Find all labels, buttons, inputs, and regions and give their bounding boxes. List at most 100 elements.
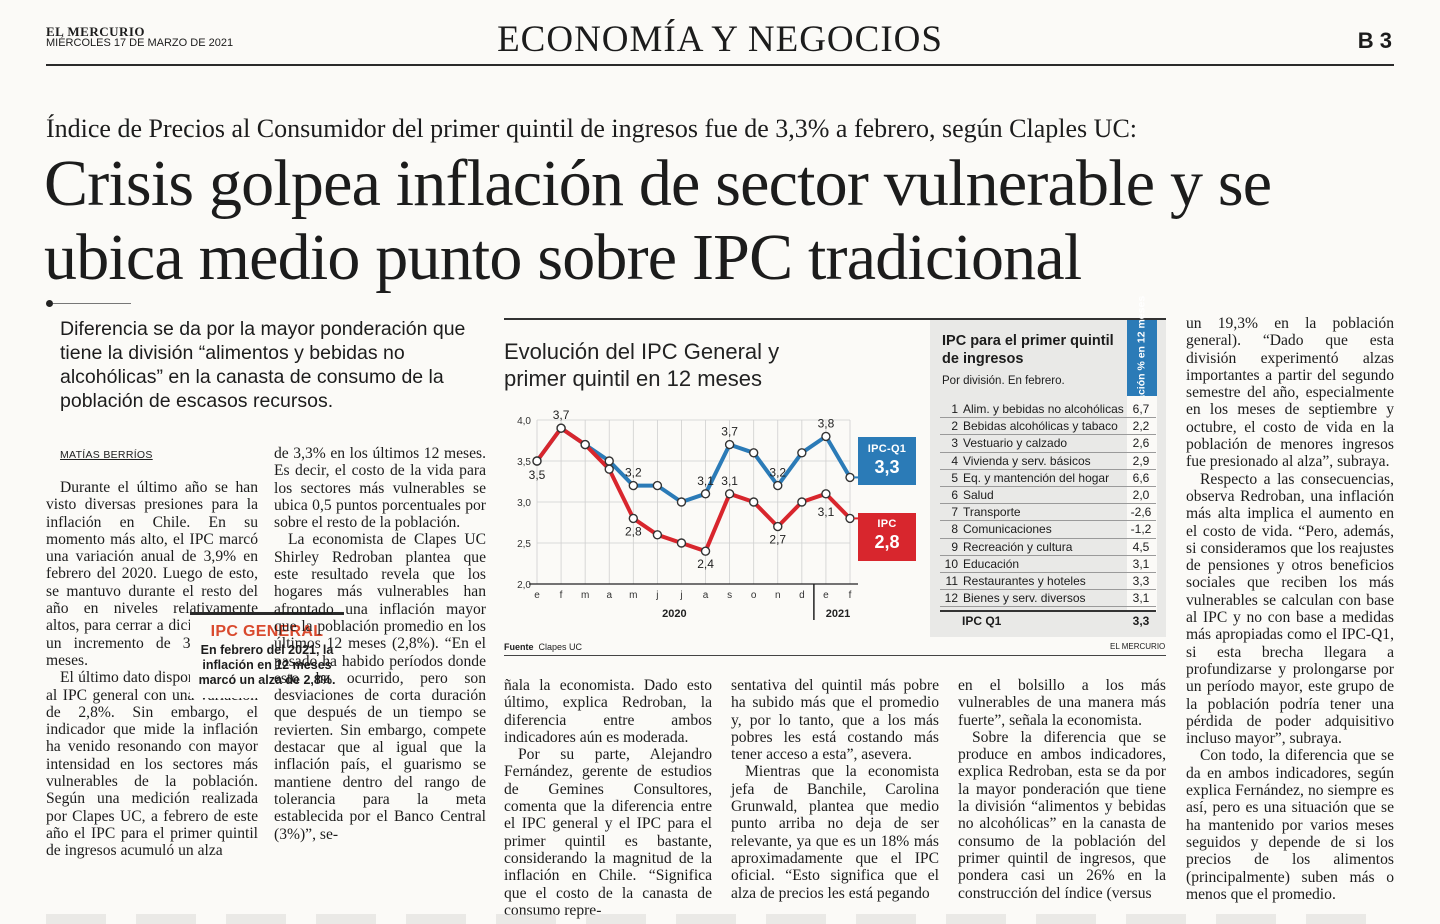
row-label: Salud: [963, 487, 994, 502]
data-point: [628, 480, 639, 491]
x-tick-label: e: [823, 590, 829, 601]
deck: Diferencia se da por la mayor ponderació…: [60, 318, 466, 412]
row-label: Vestuario y calzado: [963, 436, 1068, 451]
row-number: 11: [945, 573, 958, 588]
data-point: [773, 480, 783, 491]
table-subtitle: Por división. En febrero.: [942, 375, 1065, 387]
y-tick-label: 3,5: [517, 457, 531, 468]
data-point: [797, 497, 807, 507]
row-label: Eq. y mantención del hogar: [963, 470, 1110, 485]
data-point: [748, 448, 759, 458]
data-point: [652, 530, 663, 540]
chart-source: Fuente Clapes UC: [504, 642, 583, 652]
table-rows: 1 Alim. y bebidas no alcohólicas 6,7 2 Bebid…: [940, 401, 1156, 608]
paragraph: Por su parte, Alejandro Fernández, geren…: [504, 746, 712, 919]
table-row: 4 Vivienda y serv. básicos 2,9: [940, 453, 1156, 470]
table-row: 1 Alim. y bebidas no alcohólicas 6,7: [940, 401, 1156, 419]
year-label: 2021: [826, 608, 850, 620]
row-value: 2,2: [1132, 419, 1150, 434]
row-value: 2,6: [1132, 436, 1150, 451]
page-number: B 3: [1357, 28, 1392, 53]
kicker: Índice de Precios al Consumidor del prim…: [46, 114, 1138, 143]
table-row: 9 Recreación y cultura 4,5: [940, 539, 1156, 556]
paragraph: Respecto a las consecuencias, observa Re…: [1186, 470, 1394, 748]
byline: MATÍAS BERRÍOS: [60, 449, 153, 461]
table-panel: [930, 320, 1166, 637]
data-point: [700, 546, 711, 556]
data-point: [700, 489, 711, 499]
data-label: 3,8: [818, 416, 835, 430]
x-tick-label: j: [655, 590, 658, 601]
data-label: 3,1: [697, 474, 714, 488]
row-number: 7: [951, 505, 958, 520]
data-label: 3,1: [818, 505, 835, 519]
table-row: 2 Bebidas alcohólicas y tabaco 2,2: [940, 418, 1156, 436]
row-value: -1,2: [1130, 522, 1152, 537]
row-value: 3,1: [1132, 556, 1150, 571]
row-value: 2,9: [1132, 453, 1150, 468]
chart-credit: EL MERCURIO: [1110, 642, 1166, 651]
paragraph: Sobre la diferencia que se produce en am…: [958, 728, 1166, 902]
table-row: 3 Vestuario y calzado 2,6: [940, 435, 1156, 453]
x-tick-label: a: [703, 590, 709, 601]
paragraph: en el bolsillo a los más vulnerables de …: [958, 677, 1166, 729]
row-number: 3: [951, 436, 958, 451]
table-row: 8 Comunicaciones -1,2: [940, 521, 1156, 539]
section-title: ECONOMÍA Y NEGOCIOS: [497, 19, 943, 60]
y-tick-label: 3,0: [517, 498, 531, 509]
newspaper-name: EL MERCURIO: [46, 24, 146, 39]
ipc-general-callout: IPC GENERAL En febrero del 2021, la infl…: [190, 612, 344, 698]
row-label: Vivienda y serv. básicos: [963, 453, 1091, 468]
article-column-4: sentativa del quintil más pobre ha subid…: [731, 677, 939, 902]
row-value: 2,0: [1132, 487, 1150, 502]
x-tick-label: m: [581, 590, 589, 601]
data-label: 2,7: [769, 533, 786, 547]
table-row: 6 Salud 2,0: [940, 487, 1156, 505]
paragraph: sentativa del quintil más pobre ha subid…: [731, 677, 939, 764]
data-point: [845, 472, 855, 483]
headline: Crisis golpea inflación de sector vulner…: [44, 147, 1272, 294]
headline-dot: [46, 300, 53, 307]
row-label: Alim. y bebidas no alcohólicas: [963, 402, 1124, 416]
badge-label: IPC-Q1: [867, 443, 907, 455]
x-tick-label: s: [727, 590, 732, 601]
series-line: [535, 426, 852, 504]
table-row: 12 Bienes y serv. diversos 3,1: [940, 590, 1156, 608]
masthead-rule: [46, 64, 1394, 66]
row-number: 4: [951, 453, 958, 468]
data-label: 3,7: [553, 408, 570, 422]
article-column-5: en el bolsillo a los más vulnerables de …: [958, 677, 1166, 902]
row-value: 6,7: [1132, 402, 1150, 416]
row-number: 6: [951, 487, 958, 502]
data-label: 2,4: [697, 557, 714, 571]
data-point: [532, 456, 542, 466]
data-point: [652, 480, 663, 491]
row-label: Recreación y cultura: [963, 539, 1073, 554]
data-point: [604, 456, 614, 466]
row-value: 3,3: [1132, 573, 1150, 588]
data-label: 3,7: [721, 425, 738, 439]
data-label: 3,5: [529, 468, 546, 482]
row-value: -2,6: [1130, 505, 1152, 520]
paragraph: El último dato disponible ubicó al IPC g…: [46, 669, 258, 860]
x-tick-label: a: [606, 590, 612, 601]
x-tick-label: o: [751, 590, 757, 601]
data-point: [604, 464, 614, 474]
series-line: [535, 426, 852, 554]
table-value-header: Variación % en 12 meses: [1127, 296, 1157, 420]
data-label: 3,2: [625, 466, 642, 480]
badge-ipc-q1: IPC-Q1 3,3: [858, 437, 916, 485]
table-row: 7 Transporte -2,6: [940, 504, 1156, 522]
data-point: [580, 439, 590, 450]
y-tick-label: 2,5: [517, 539, 531, 550]
row-number: 12: [944, 591, 958, 606]
row-label: Bebidas alcohólicas y tabaco: [963, 419, 1118, 434]
chart-top-rule: [504, 318, 1166, 320]
row-number: 8: [951, 522, 958, 537]
row-label: Educación: [963, 556, 1020, 571]
data-label: 2,8: [625, 524, 642, 538]
x-tick-label: j: [679, 590, 682, 601]
data-point: [724, 439, 735, 450]
next-page-bleed: [46, 914, 1394, 924]
